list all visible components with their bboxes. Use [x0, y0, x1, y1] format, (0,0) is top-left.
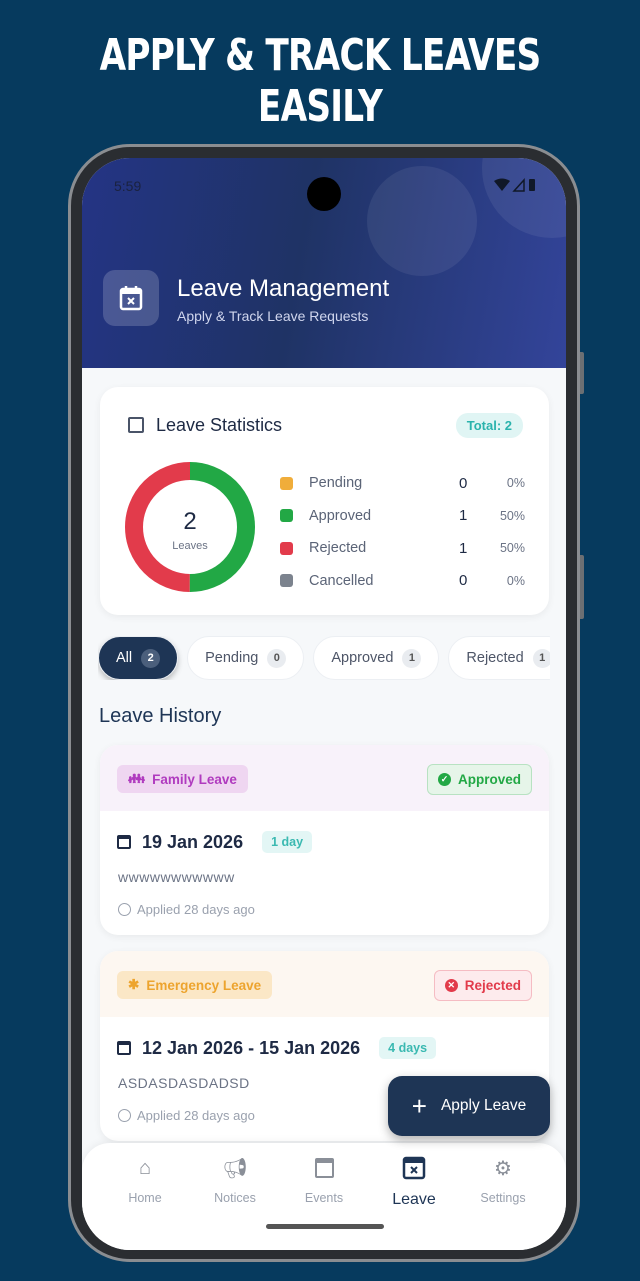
legend-swatch	[280, 574, 293, 588]
calendar-icon	[284, 1155, 364, 1181]
x-circle-icon: ✕	[444, 979, 458, 992]
nav-events[interactable]: Events	[284, 1155, 364, 1205]
donut-segment-approved	[125, 462, 255, 592]
nav-home[interactable]: ⌂ Home	[105, 1155, 185, 1206]
donut-center-value: 2	[183, 508, 196, 535]
home-icon: ⌂	[138, 1156, 152, 1179]
bottom-nav: ⌂ Home 📢︎ Notices Events Leave ⚙ Settings	[82, 1143, 566, 1250]
gear-icon: ⚙	[494, 1157, 512, 1180]
camera-cutout	[307, 177, 341, 211]
clock-icon	[118, 903, 131, 916]
page-subtitle: Apply & Track Leave Requests	[177, 308, 369, 324]
apply-leave-button[interactable]: + Apply Leave	[388, 1076, 550, 1136]
legend-swatch	[280, 541, 293, 555]
applied-time: Applied 28 days ago	[118, 902, 255, 917]
app-header: 5:59 Leave Management Apply & Track Leav…	[82, 158, 566, 368]
days-badge: 4 days	[379, 1037, 437, 1059]
total-badge: Total: 2	[455, 413, 523, 438]
home-indicator	[266, 1224, 384, 1229]
filter-chip-approved[interactable]: Approved 1	[313, 636, 440, 680]
leave-reason: ASDASDASDADSD	[118, 1075, 250, 1091]
status-icons	[494, 178, 538, 195]
leave-type-tag: ✱ Emergency Leave	[117, 971, 273, 999]
legend-row-rejected: Rejected 1 50%	[280, 532, 525, 565]
clock-icon	[118, 1109, 131, 1122]
app-screen: 5:59 Leave Management Apply & Track Leav…	[82, 158, 566, 1250]
status-badge: ✕ Rejected	[433, 970, 532, 1001]
family-icon: 👪︎	[128, 771, 146, 786]
donut-center-label: Leaves	[172, 540, 208, 552]
legend-swatch	[280, 476, 293, 490]
status-badge: ✓ Approved	[426, 764, 532, 795]
megaphone-icon: 📢︎	[222, 1157, 248, 1180]
calendar-x-icon	[374, 1151, 454, 1183]
applied-time: Applied 28 days ago	[118, 1108, 255, 1123]
filter-chip-rejected[interactable]: Rejected 1	[448, 636, 550, 680]
leave-date: 12 Jan 2026 - 15 Jan 2026 4 days	[117, 1037, 437, 1059]
legend-row-pending: Pending 0 0%	[280, 467, 525, 500]
calendar-icon	[117, 1041, 131, 1055]
leave-date: 19 Jan 2026 1 day	[117, 831, 313, 853]
legend-swatch	[280, 509, 293, 523]
plus-icon: +	[411, 1090, 427, 1121]
nav-leave[interactable]: Leave	[374, 1151, 454, 1209]
days-badge: 1 day	[262, 831, 313, 853]
stats-title: Leave Statistics	[156, 415, 283, 435]
calendar-x-icon	[103, 270, 159, 326]
filter-chip-pending[interactable]: Pending 0	[187, 636, 305, 680]
volume-button	[578, 352, 584, 394]
status-filter-chips: All 2 Pending 0 Approved 1 Rejected 1	[98, 636, 550, 680]
legend-row-cancelled: Cancelled 0 0%	[280, 565, 525, 598]
nav-settings[interactable]: ⚙ Settings	[463, 1155, 543, 1206]
leave-card[interactable]: 👪︎ Family Leave ✓ Approved 19 Jan 2026 1 da…	[100, 745, 549, 935]
calendar-icon	[117, 835, 131, 849]
stats-legend: Pending 0 0% Approved 1 50% Rejected 1 50% Can…	[280, 467, 525, 597]
legend-row-approved: Approved 1 50%	[280, 500, 525, 533]
power-button	[578, 555, 584, 619]
leave-type-tag: 👪︎ Family Leave	[117, 765, 248, 793]
filter-chip-all[interactable]: All 2	[98, 636, 179, 680]
leave-statistics-card: Leave Statistics Total: 2 2 Leaves Pendi…	[100, 387, 549, 615]
asterisk-icon: ✱	[128, 977, 140, 992]
status-time: 5:59	[114, 178, 142, 194]
leave-donut-chart: 2 Leaves	[125, 462, 255, 592]
leave-reason: wwwwwwwwwww	[118, 869, 235, 885]
page-title: Leave Management	[177, 275, 390, 302]
chart-icon	[128, 417, 144, 433]
promo-headline: APPLY & TRACK LEAVES EASILY	[99, 30, 542, 132]
check-circle-icon: ✓	[437, 773, 451, 786]
leave-history-heading: Leave History	[99, 705, 222, 727]
nav-notices[interactable]: 📢︎ Notices	[195, 1155, 275, 1206]
